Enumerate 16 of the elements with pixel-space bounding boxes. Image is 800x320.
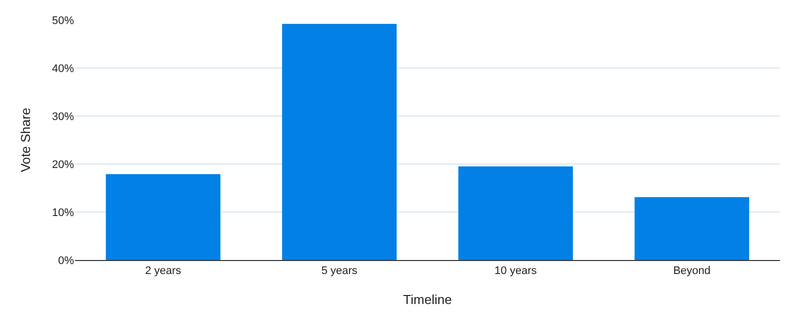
x-tick-label: 10 years xyxy=(494,265,538,278)
bar xyxy=(458,166,573,260)
x-axis-title: Timeline xyxy=(403,292,452,307)
x-tick-label: Beyond xyxy=(673,265,711,278)
y-axis-title: Vote Share xyxy=(18,108,33,172)
x-tick-label: 2 years xyxy=(145,265,182,278)
y-tick-label: 20% xyxy=(52,158,74,171)
bar xyxy=(634,197,750,260)
bar xyxy=(106,174,220,260)
bar xyxy=(282,24,397,260)
y-tick-label: 10% xyxy=(52,206,74,219)
y-tick-label: 50% xyxy=(52,14,74,27)
y-tick-label: 30% xyxy=(52,110,74,123)
y-tick-label: 0% xyxy=(58,254,74,267)
x-tick-label: 5 years xyxy=(321,265,358,278)
y-tick-label: 40% xyxy=(52,62,74,75)
